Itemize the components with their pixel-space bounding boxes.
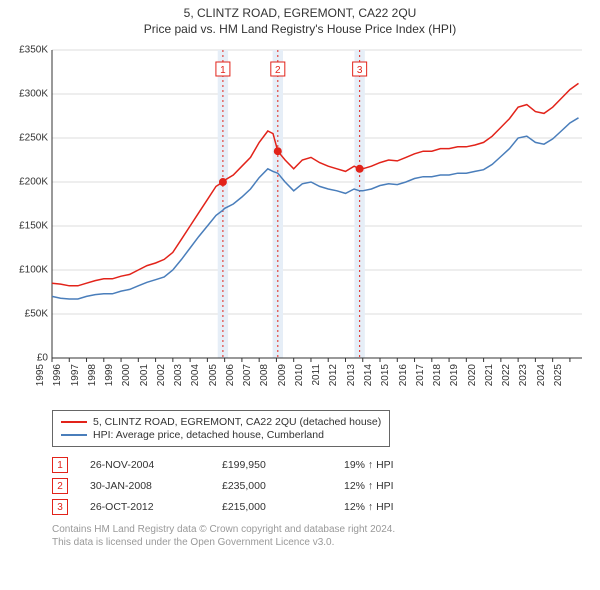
sale-row: 2 30-JAN-2008 £235,000 12% ↑ HPI (52, 478, 590, 494)
svg-text:2: 2 (275, 65, 281, 76)
sale-date: 26-NOV-2004 (90, 459, 200, 471)
sale-badge: 2 (52, 478, 68, 494)
price-chart: £0 £50K £100K £150K £200K £250K £300K £350K 1 2 3… (10, 42, 590, 402)
y-tick-label: £250K (19, 133, 48, 144)
legend-item: 5, CLINTZ ROAD, EGREMONT, CA22 2QU (deta… (61, 416, 381, 428)
legend-item: HPI: Average price, detached house, Cumb… (61, 429, 381, 441)
sale-delta: 12% ↑ HPI (344, 480, 394, 492)
sale-marker-1 (219, 178, 227, 186)
sales-list: 1 26-NOV-2004 £199,950 19% ↑ HPI 2 30-JAN-200… (52, 457, 590, 515)
sale-price: £199,950 (222, 459, 322, 471)
sale-price: £235,000 (222, 480, 322, 492)
sale-badge: 3 (52, 499, 68, 515)
sale-price: £215,000 (222, 501, 322, 513)
legend-label: 5, CLINTZ ROAD, EGREMONT, CA22 2QU (deta… (93, 416, 381, 428)
chart-svg: 1 2 3 (52, 50, 582, 358)
legend-swatch (61, 434, 87, 436)
credit-line-2: This data is licensed under the Open Gov… (52, 536, 590, 549)
y-tick-label: £150K (19, 221, 48, 232)
page-title: 5, CLINTZ ROAD, EGREMONT, CA22 2QU (10, 6, 590, 20)
sale-row: 1 26-NOV-2004 £199,950 19% ↑ HPI (52, 457, 590, 473)
svg-text:3: 3 (357, 65, 363, 76)
sale-delta: 12% ↑ HPI (344, 501, 394, 513)
page-subtitle: Price paid vs. HM Land Registry's House … (10, 22, 590, 36)
y-tick-label: £300K (19, 89, 48, 100)
legend-label: HPI: Average price, detached house, Cumb… (93, 429, 324, 441)
sale-badge: 1 (52, 457, 68, 473)
y-tick-label: £50K (25, 309, 48, 320)
y-tick-label: £0 (37, 353, 48, 364)
credit-text: Contains HM Land Registry data © Crown c… (52, 523, 590, 549)
sale-date: 26-OCT-2012 (90, 501, 200, 513)
y-tick-label: £350K (19, 45, 48, 56)
y-tick-label: £200K (19, 177, 48, 188)
sale-row: 3 26-OCT-2012 £215,000 12% ↑ HPI (52, 499, 590, 515)
sale-marker-2 (274, 147, 282, 155)
sale-date: 30-JAN-2008 (90, 480, 200, 492)
chart-legend: 5, CLINTZ ROAD, EGREMONT, CA22 2QU (deta… (52, 410, 390, 447)
legend-swatch (61, 421, 87, 423)
y-tick-label: £100K (19, 265, 48, 276)
sale-delta: 19% ↑ HPI (344, 459, 394, 471)
svg-text:1: 1 (220, 65, 226, 76)
sale-marker-3 (356, 165, 364, 173)
x-tick-label: 2025 (553, 364, 587, 386)
credit-line-1: Contains HM Land Registry data © Crown c… (52, 523, 590, 536)
series-hpi (52, 118, 579, 299)
